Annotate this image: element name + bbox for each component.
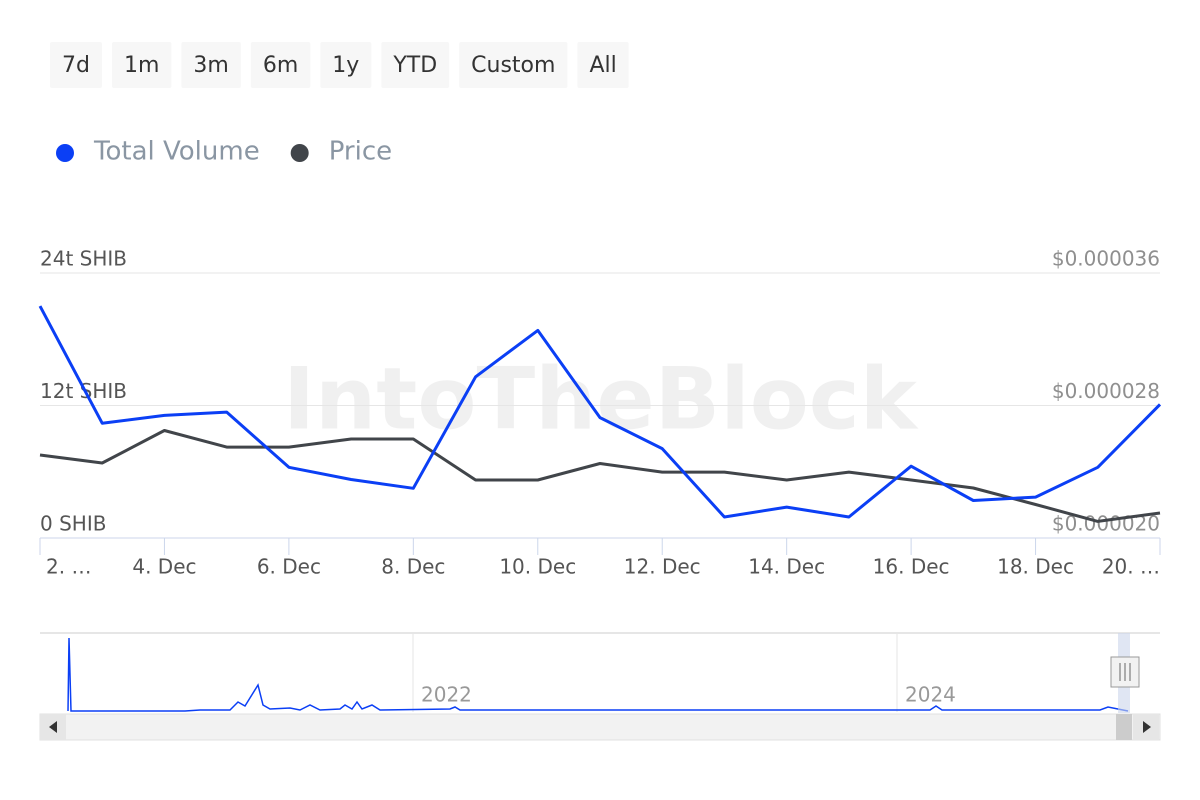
range-button-bg[interactable] [50,42,102,88]
x-tick-label: 14. Dec [748,555,825,579]
range-button-label: 6m [263,53,298,78]
x-tick-label: 20. … [1102,555,1160,579]
y-tick-label: 0 SHIB [40,512,106,536]
range-button[interactable]: All [577,42,629,88]
range-button-bg[interactable] [181,42,241,88]
y2-tick-label: $0.000036 [1052,247,1160,271]
x-tick-label: 4. Dec [132,555,196,579]
x-tick-label: 10. Dec [499,555,576,579]
range-button[interactable]: 1y [320,42,372,88]
navigator-label: 2022 [421,683,472,707]
scrollbar-track[interactable] [39,713,1161,741]
range-button-bg[interactable] [459,42,568,88]
x-tick-label: 6. Dec [257,555,321,579]
series-line [38,305,1162,519]
range-button[interactable]: YTD [381,42,450,88]
arrow-left [49,721,57,733]
range-button-bg[interactable] [320,42,372,88]
navigator-label: 2024 [905,683,956,707]
navigator: 2022 2024 [40,632,1160,713]
range-button-label: 1y [332,53,359,78]
y2-tick-label: $0.000028 [1052,379,1160,403]
range-button-label: 1m [124,53,159,78]
legend-marker [56,144,74,162]
range-button[interactable]: 6m [250,42,311,88]
legend-item[interactable]: Price [290,137,392,167]
legend-label: Price [329,137,392,167]
range-button[interactable]: 1m [111,42,172,88]
range-button-bg[interactable] [111,42,172,88]
range-button[interactable]: Custom [459,42,568,88]
x-tick-label: 18. Dec [997,555,1074,579]
watermark: IntoTheBlock [283,349,919,449]
x-tick-label: 2. … [46,555,91,579]
scrollbar[interactable] [39,713,1161,741]
legend-marker [290,144,309,162]
range-button-bg[interactable] [381,42,450,88]
x-tick-label: 12. Dec [624,555,701,579]
navigator-sparkline [67,637,1129,712]
range-selector: 7d 1m 3m 6m 1y YTD Custom All [50,42,629,88]
range-button[interactable]: 7d [50,42,102,88]
series-line [39,429,1161,523]
range-button-bg[interactable] [577,42,629,88]
arrow-right [1143,721,1151,733]
range-button-label: YTD [392,53,437,78]
range-button-label: 3m [193,53,228,78]
range-button-label: All [589,53,616,78]
range-button-label: 7d [62,53,90,78]
legend-item[interactable]: Total Volume [56,137,260,167]
x-tick-label: 16. Dec [873,555,950,579]
range-button-bg[interactable] [250,42,311,88]
x-tick-label: 8. Dec [381,555,445,579]
range-button-label: Custom [471,53,555,78]
scrollbar-thumb[interactable] [1116,714,1132,740]
range-button[interactable]: 3m [181,42,241,88]
legend: Total Volume Price [56,137,392,167]
y-tick-label: 24t SHIB [40,247,127,271]
legend-label: Total Volume [93,137,260,167]
